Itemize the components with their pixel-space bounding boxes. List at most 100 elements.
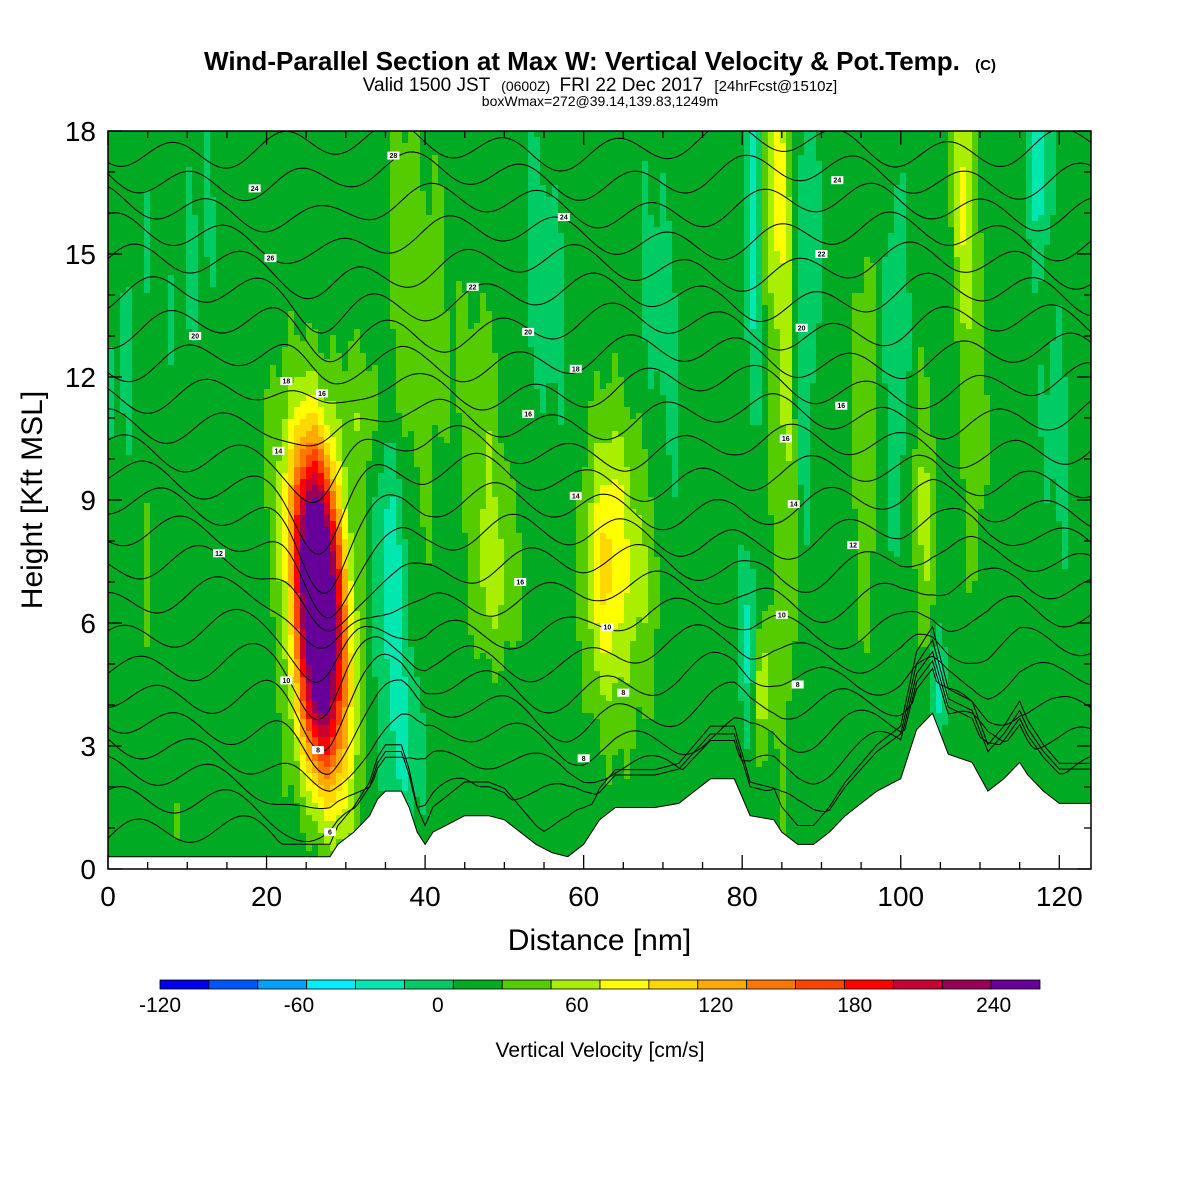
isentrope-line (108, 667, 1091, 775)
colorbar-tick-label: 120 (698, 994, 733, 1017)
contour-label: 26 (264, 254, 277, 263)
isentrope-line (108, 151, 1091, 202)
colorbar-tick-label: 240 (976, 994, 1011, 1017)
contour-label: 8 (791, 680, 804, 689)
x-tick-label: 40 (410, 881, 441, 912)
contour-label-text: 26 (267, 256, 275, 263)
colorbar-tick-label: -60 (284, 994, 314, 1017)
isentrope-line (108, 651, 1091, 752)
isentrope-line (108, 595, 1091, 683)
isentrope-line (108, 302, 1091, 363)
contour-label-text: 8 (582, 756, 586, 763)
axis-ticks: 0 20 40 60 80 100 120 0 3 6 9 12 15 18 (65, 116, 1091, 912)
contour-label-text: 20 (798, 325, 806, 332)
contour-label-text: 12 (215, 551, 223, 558)
colorbar-swatch (795, 979, 845, 990)
contour-label: 14 (272, 446, 285, 455)
contour-label: 16 (779, 434, 792, 443)
chart-title-mark: (C) (975, 57, 996, 74)
utc-time: (0600Z) (501, 78, 550, 94)
contour-label: 24 (248, 184, 261, 193)
isentrope-line (108, 452, 1091, 555)
valid-time: Valid 1500 JST (363, 75, 491, 96)
isentrope-line (108, 478, 1091, 594)
contour-label: 16 (522, 409, 535, 418)
colorbar-swatch (550, 979, 601, 990)
contour-label-text: 24 (833, 178, 841, 185)
contour-label-text: 8 (316, 748, 320, 755)
colorbar: -120 -60 0 60 120 180 240 (139, 979, 1041, 1017)
contour-label: 8 (617, 688, 630, 697)
isentrope-line (108, 639, 1091, 843)
isentrope-line (108, 241, 1091, 300)
contour-label: 10 (280, 676, 293, 685)
terrain-mask (108, 712, 1091, 869)
potential-temperature-contours (108, 131, 1091, 845)
box-max-info: boxWmax=272@39.14,139.83,1249m (482, 93, 718, 109)
contour-label-text: 14 (275, 448, 283, 455)
contour-label: 14 (569, 491, 582, 500)
contour-label: 22 (466, 282, 479, 291)
contour-label: 24 (557, 213, 570, 222)
y-tick-label: 0 (80, 854, 96, 885)
isentrope-line (108, 332, 1091, 385)
contour-label: 20 (189, 332, 202, 341)
isentrope-line (108, 362, 1091, 414)
vertical-velocity-field (108, 131, 1091, 869)
colorbar-swatch (648, 979, 699, 990)
x-axis-label: Distance [nm] (508, 924, 691, 957)
y-tick-label: 6 (80, 608, 96, 639)
colorbar-swatch (844, 979, 894, 990)
chart-title-text: Wind-Parallel Section at Max W: Vertical… (204, 46, 960, 76)
contour-label-text: 14 (572, 493, 580, 500)
contour-label: 16 (835, 401, 848, 410)
colorbar-swatch (452, 979, 503, 990)
contour-label: 8 (577, 754, 590, 763)
chart-subtitle: Valid 1500 JST (0600Z) FRI 22 Dec 2017 [… (363, 75, 837, 96)
contour-label-text: 20 (191, 334, 199, 341)
isentrope-line (108, 507, 1091, 619)
isentrope-line (108, 131, 1091, 172)
x-tick-label: 120 (1036, 881, 1083, 912)
colorbar-tick-label: 0 (432, 994, 444, 1017)
contour-label: 18 (569, 364, 582, 373)
contour-label: 24 (831, 176, 844, 185)
isentrope-line (108, 272, 1091, 334)
contour-label: 20 (795, 323, 808, 332)
colorbar-swatch (892, 979, 943, 990)
isentrope-line (108, 659, 1091, 792)
colorbar-swatch (990, 979, 1041, 990)
colorbar-swatch (501, 979, 552, 990)
y-tick-label: 9 (80, 485, 96, 516)
colorbar-title: Vertical Velocity [cm/s] (496, 1039, 705, 1062)
colorbar-swatch (941, 979, 992, 990)
contour-label-text: 14 (790, 502, 798, 509)
contour-label-text: 20 (524, 329, 532, 336)
contour-label: 22 (815, 250, 828, 259)
colorbar-swatch (697, 979, 748, 990)
isentrope-line (108, 182, 1091, 233)
chart-title: Wind-Parallel Section at Max W: Vertical… (204, 46, 996, 76)
isentrope-line (108, 567, 1091, 649)
contour-label: 18 (280, 377, 293, 386)
contour-label: 28 (387, 151, 400, 160)
colorbar-swatch (208, 979, 259, 990)
contour-label: 10 (601, 623, 614, 632)
contour-label: 12 (847, 541, 860, 550)
colorbar-swatch (599, 979, 650, 990)
contour-label: 12 (212, 549, 225, 558)
contour-label-text: 16 (837, 403, 845, 410)
colorbar-swatch (355, 979, 405, 990)
colorbar-swatch (306, 979, 356, 990)
contour-label-text: 16 (782, 436, 790, 443)
colorbar-swatch (404, 979, 454, 990)
contour-label-text: 10 (604, 625, 612, 632)
isentrope-line (108, 393, 1091, 447)
isentrope-line (108, 650, 1091, 810)
contour-label-text: 10 (778, 612, 786, 619)
contour-label-text: 6 (328, 830, 332, 837)
valid-date: FRI 22 Dec 2017 (559, 75, 703, 96)
contour-label: 16 (514, 578, 527, 587)
contour-label-text: 18 (282, 379, 290, 386)
